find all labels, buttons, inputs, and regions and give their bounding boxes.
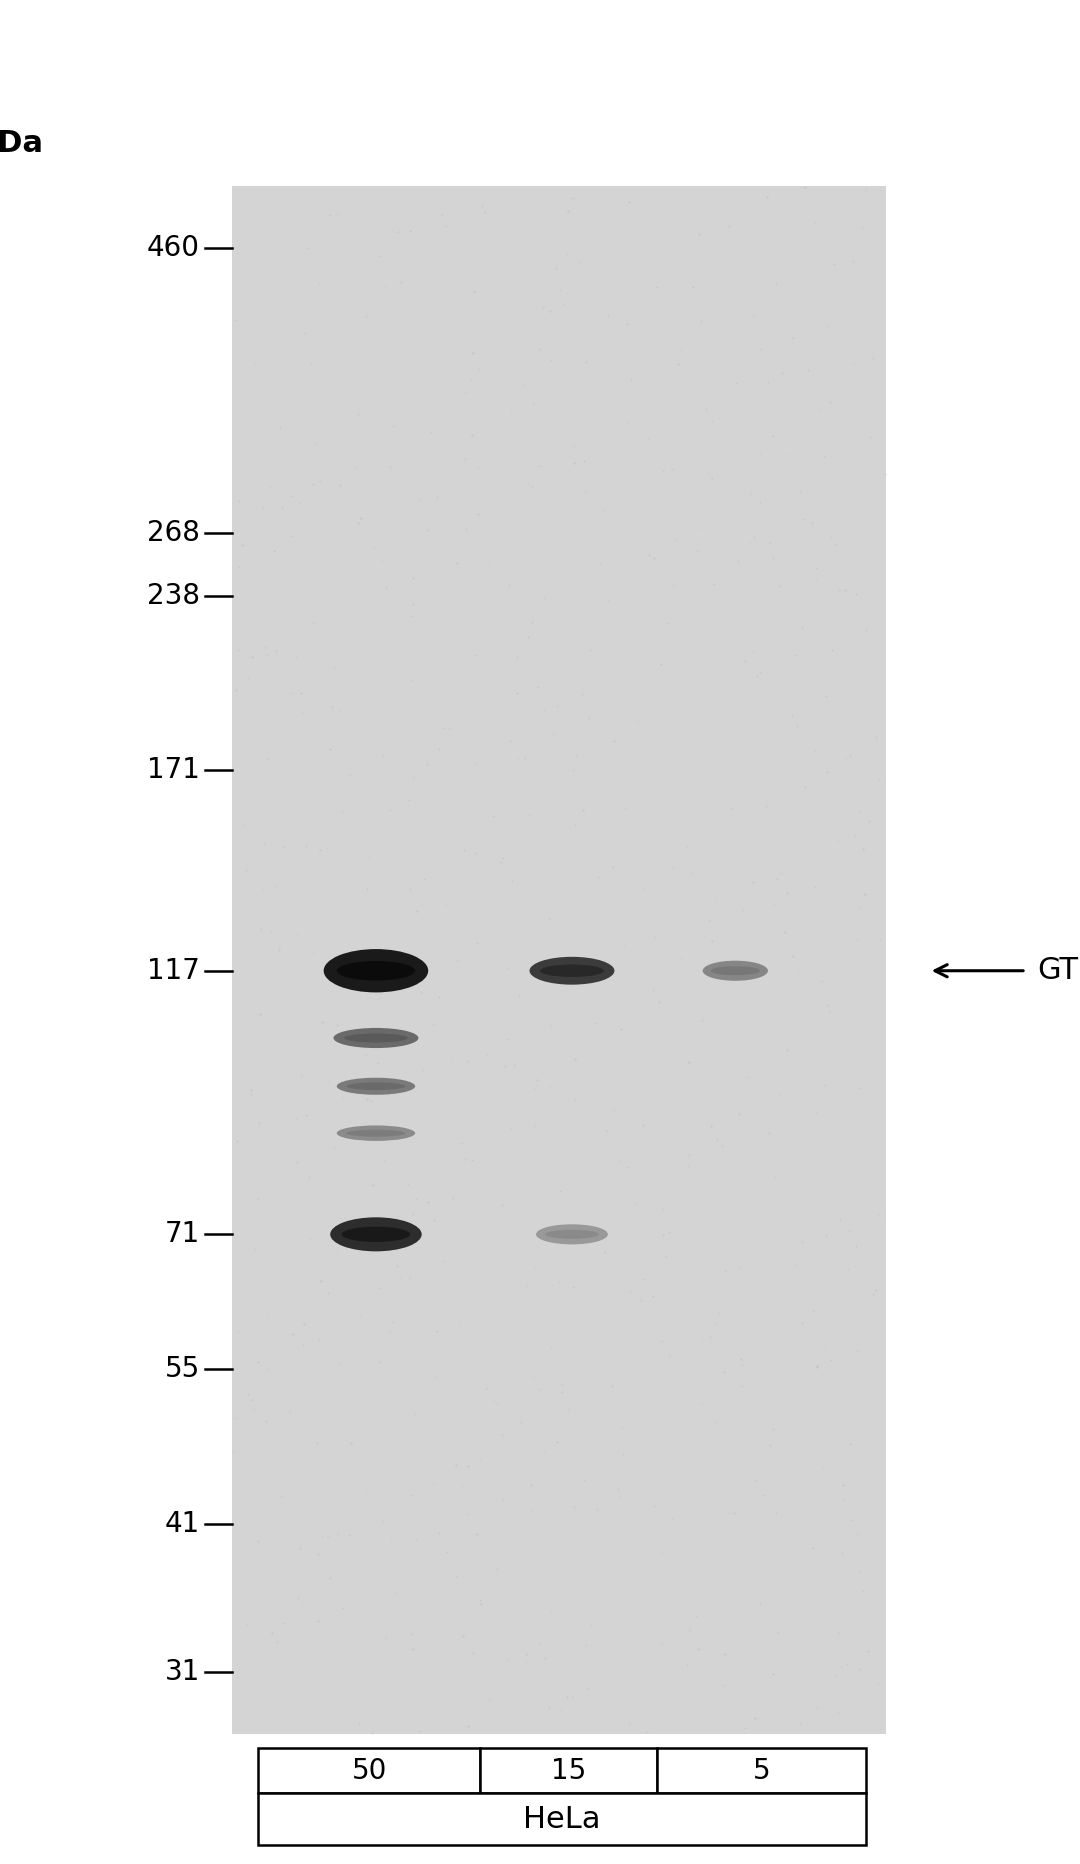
Ellipse shape — [540, 964, 604, 977]
Text: 5: 5 — [753, 1756, 770, 1786]
Text: 268: 268 — [147, 520, 200, 548]
Text: 15: 15 — [551, 1756, 586, 1786]
Text: 41: 41 — [164, 1510, 200, 1538]
Bar — [232, 186, 886, 1734]
Bar — [481, 1748, 657, 1793]
Ellipse shape — [347, 1083, 405, 1090]
Text: 50: 50 — [352, 1756, 387, 1786]
Ellipse shape — [330, 1217, 421, 1251]
Text: GTSE1: GTSE1 — [1037, 956, 1080, 986]
Text: HeLa: HeLa — [524, 1804, 600, 1834]
Text: 460: 460 — [147, 235, 200, 263]
Bar — [258, 1748, 481, 1793]
Ellipse shape — [345, 1033, 408, 1042]
Ellipse shape — [536, 1225, 608, 1245]
Ellipse shape — [529, 956, 615, 984]
Ellipse shape — [337, 1126, 415, 1141]
Ellipse shape — [334, 1027, 418, 1048]
Text: 55: 55 — [164, 1355, 200, 1383]
Text: 171: 171 — [147, 757, 200, 785]
Text: 71: 71 — [164, 1221, 200, 1249]
Text: 117: 117 — [147, 956, 200, 984]
Ellipse shape — [347, 1130, 405, 1137]
Ellipse shape — [337, 962, 415, 980]
Ellipse shape — [703, 960, 768, 980]
Ellipse shape — [337, 1077, 415, 1094]
Ellipse shape — [545, 1230, 599, 1240]
Ellipse shape — [341, 1227, 410, 1241]
Text: 238: 238 — [147, 582, 200, 610]
Text: 31: 31 — [164, 1657, 200, 1685]
Ellipse shape — [711, 966, 760, 975]
Bar — [657, 1748, 866, 1793]
Ellipse shape — [324, 949, 428, 992]
Bar — [258, 1793, 866, 1845]
Text: kDa: kDa — [0, 129, 43, 158]
